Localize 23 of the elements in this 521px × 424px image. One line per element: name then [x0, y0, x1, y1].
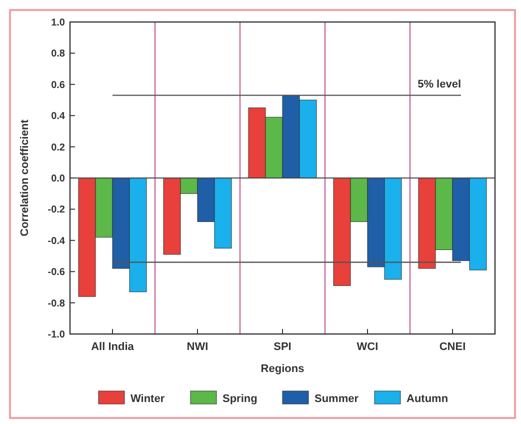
y-tick-label: 0.8: [51, 48, 66, 60]
y-tick-label: 0.4: [51, 111, 66, 122]
x-tick-label: WCI: [356, 341, 378, 353]
y-tick-label: 1.0: [51, 18, 66, 28]
y-tick-label: -0.8: [48, 298, 66, 310]
x-tick-label: CNEI: [439, 341, 466, 353]
legend-label: Summer: [314, 392, 360, 405]
x-tick-label: All India: [91, 341, 135, 353]
y-tick-label: 0.2: [51, 142, 66, 154]
x-tick-label: SPI: [274, 341, 292, 353]
legend-label: Autumn: [406, 392, 448, 405]
ref-line-label: 5% level: [418, 78, 461, 90]
x-axis-title: Regions: [260, 363, 304, 375]
y-axis-title: Correlation coefficient: [19, 119, 31, 236]
legend-label: Winter: [130, 392, 166, 405]
y-tick-label: 0.0: [51, 174, 66, 184]
y-tick-label: 0.6: [51, 80, 66, 91]
y-tick-label: -0.6: [48, 267, 66, 278]
x-tick-label: NWI: [186, 341, 208, 353]
y-tick-label: -0.4: [48, 236, 66, 247]
y-tick-label: -0.2: [48, 204, 66, 216]
legend-label: Spring: [222, 392, 258, 405]
y-tick-label: -1.0: [48, 330, 66, 340]
